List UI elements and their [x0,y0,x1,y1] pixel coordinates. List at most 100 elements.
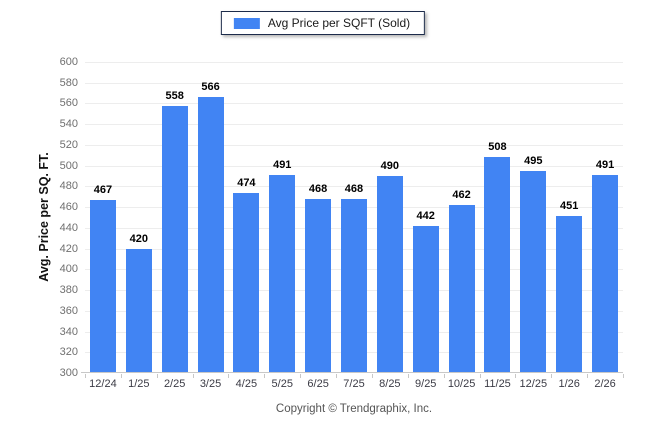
bar-value-label: 508 [488,141,507,154]
bar-slot: 442 [408,62,444,373]
bar-1/26 [556,216,583,373]
bar-value-label: 491 [273,159,292,171]
bar-2/25 [161,105,188,373]
x-tick-label: 1/26 [558,378,580,390]
x-tick-label: 7/25 [343,378,365,390]
x-axis-tick [156,374,158,378]
y-axis-title: Avg. Price per SQ. FT. [37,152,51,282]
x-axis-tick [551,374,553,378]
bar-slot: 558 [157,62,193,373]
y-tick-label: 320 [59,346,78,359]
bar-slot: 508 [480,62,516,373]
y-tick-label: 520 [59,138,78,151]
bar-value-label: 558 [165,89,184,102]
bar-slot: 467 [85,62,121,373]
bar-5/25 [269,175,296,373]
bar-value-label: 468 [308,182,328,195]
x-axis-tick [85,374,86,378]
bar-value-label: 495 [524,154,543,167]
bar-slot: 474 [228,62,264,373]
bar-value-label: 451 [560,200,579,213]
y-tick-label: 600 [59,56,78,68]
bar-slot: 462 [444,62,480,373]
bar-6/25 [305,198,332,373]
bar-10/25 [448,205,475,373]
x-axis-tick [264,374,266,378]
y-tick-label: 580 [59,76,78,89]
x-tick-label: 6/25 [307,378,329,390]
bar-4/25 [233,192,260,373]
legend-label: Avg Price per SQFT (Sold) [267,16,411,30]
bar-value-label: 474 [237,176,256,189]
copyright-text: Copyright © Trendgraphix, Inc. [275,403,433,415]
bar-slot: 491 [264,62,300,373]
x-axis-tick [336,374,338,378]
bar-value-label: 442 [416,209,435,222]
x-tick-label: 3/25 [199,378,222,390]
bar-value-label: 467 [93,183,113,196]
y-tick-label: 480 [59,180,78,193]
y-tick-label: 340 [59,325,78,338]
gridline [85,186,623,188]
y-tick-label: 500 [59,159,78,172]
y-tick-label: 460 [59,201,78,214]
y-tick-label: 300 [59,367,78,379]
bar-slot: 468 [300,62,336,373]
y-tick-label: 360 [59,304,78,317]
bar-value-label: 566 [201,81,220,94]
x-axis-tick [228,374,230,378]
x-axis-tick [371,374,373,378]
bar-slot: 451 [551,62,587,373]
bar-9/25 [412,225,439,373]
y-tick-label: 380 [59,284,78,297]
gridline [85,62,623,63]
x-tick-label: 9/25 [415,378,437,390]
bar-1/25 [125,248,152,373]
y-tick-label: 560 [59,97,78,110]
x-axis-tick [515,374,517,378]
y-tick-label: 540 [59,118,78,131]
x-tick-label: 4/25 [235,378,258,390]
x-axis-tick [300,374,302,378]
x-tick-label: 12/24 [89,378,117,390]
gridline [85,124,623,126]
x-axis-tick [479,374,481,378]
x-axis-tick [623,374,624,378]
x-tick-label: 10/25 [447,378,476,390]
bar-12/25 [520,170,547,373]
x-axis-tick [443,374,445,378]
x-tick-label: 2/25 [163,378,186,390]
legend-swatch-icon [233,17,260,29]
bar-value-label: 490 [380,160,400,173]
chart-legend: Avg Price per SQFT (Sold) [220,11,426,35]
bar-slot: 495 [515,62,551,373]
bar-3/25 [197,97,224,373]
x-axis-line [81,372,623,373]
y-tick-label: 400 [59,263,78,276]
bar-7/25 [340,198,367,373]
bar-8/25 [376,176,403,373]
gridline [85,82,623,84]
y-tick-label: 440 [59,221,78,234]
x-tick-label: 12/25 [519,378,548,390]
bar-slot: 420 [121,62,157,373]
bar-value-label: 420 [129,232,148,245]
y-tick-label: 420 [59,242,78,255]
x-axis-tick [587,374,589,378]
bar-12/24 [89,199,116,373]
plot-area: 467 420 558 566 474 491 468 468 490 442 462 508 495 4… [81,62,624,378]
x-axis-tick [120,374,122,378]
x-tick-label: 1/25 [128,378,150,390]
x-tick-label: 11/25 [484,378,511,390]
bar-slot: 490 [372,62,408,373]
x-tick-label: 2/26 [594,378,616,390]
gridline [85,165,623,167]
x-axis-tick [407,374,409,378]
gridline [85,144,623,146]
bar-slot: 468 [336,62,372,373]
bar-11/25 [484,157,511,373]
x-tick-label: 5/25 [271,378,293,390]
bar-slot: 566 [193,62,229,373]
bar-2/26 [592,175,619,373]
